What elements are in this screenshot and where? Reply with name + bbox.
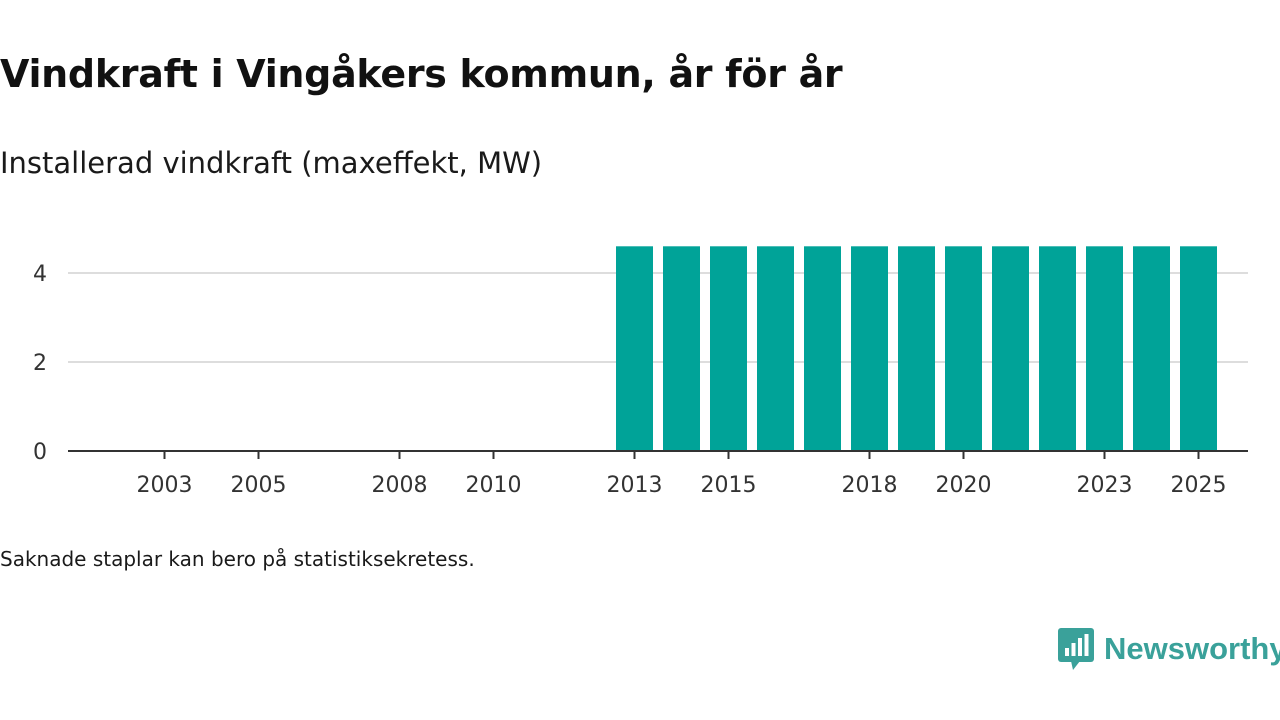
x-tick-label-2013: 2013	[607, 473, 663, 498]
bar-chart: 0 2 4 2003 2005 2008 2010 2013 2015 2018 2020 2023 2…	[33, 246, 1248, 498]
x-tick-label-2018: 2018	[842, 473, 898, 498]
x-tick-label-2008: 2008	[372, 473, 428, 498]
bar-2013	[616, 246, 653, 451]
bar-2019	[898, 246, 935, 451]
bar-2015	[710, 246, 747, 451]
bar-2022	[1039, 246, 1076, 451]
x-tick-label-2010: 2010	[466, 473, 522, 498]
bar-2018	[851, 246, 888, 451]
bar-2017	[804, 246, 841, 451]
x-tick-label-2003: 2003	[137, 473, 193, 498]
bar-2021	[992, 246, 1029, 451]
bar-2023	[1086, 246, 1123, 451]
bar-2014	[663, 246, 700, 451]
chart-subtitle: Installerad vindkraft (maxeffekt, MW)	[0, 146, 543, 180]
x-tick-label-2025: 2025	[1171, 473, 1227, 498]
y-tick-label-0: 0	[33, 440, 47, 465]
axes: 0 2 4 2003 2005 2008 2010 2013 2015 2018 2020 2023 2…	[33, 262, 1248, 498]
newsworthy-logo-icon	[1058, 628, 1094, 670]
x-tick-label-2005: 2005	[231, 473, 287, 498]
bar-2025	[1180, 246, 1217, 451]
chart-title: Vindkraft i Vingåkers kommun, år för år	[0, 52, 843, 96]
brand-logo: Newsworthy	[1058, 628, 1280, 670]
bar-2024	[1133, 246, 1170, 451]
footnote: Saknade staplar kan bero på statistiksek…	[0, 547, 475, 571]
x-tick-label-2020: 2020	[936, 473, 992, 498]
y-tick-label-4: 4	[33, 262, 47, 287]
bar-2016	[757, 246, 794, 451]
brand-name: Newsworthy	[1104, 631, 1280, 666]
bars	[616, 246, 1217, 451]
x-tick-label-2023: 2023	[1077, 473, 1133, 498]
bar-2020	[945, 246, 982, 451]
x-tick-label-2015: 2015	[701, 473, 757, 498]
y-tick-label-2: 2	[33, 351, 47, 376]
